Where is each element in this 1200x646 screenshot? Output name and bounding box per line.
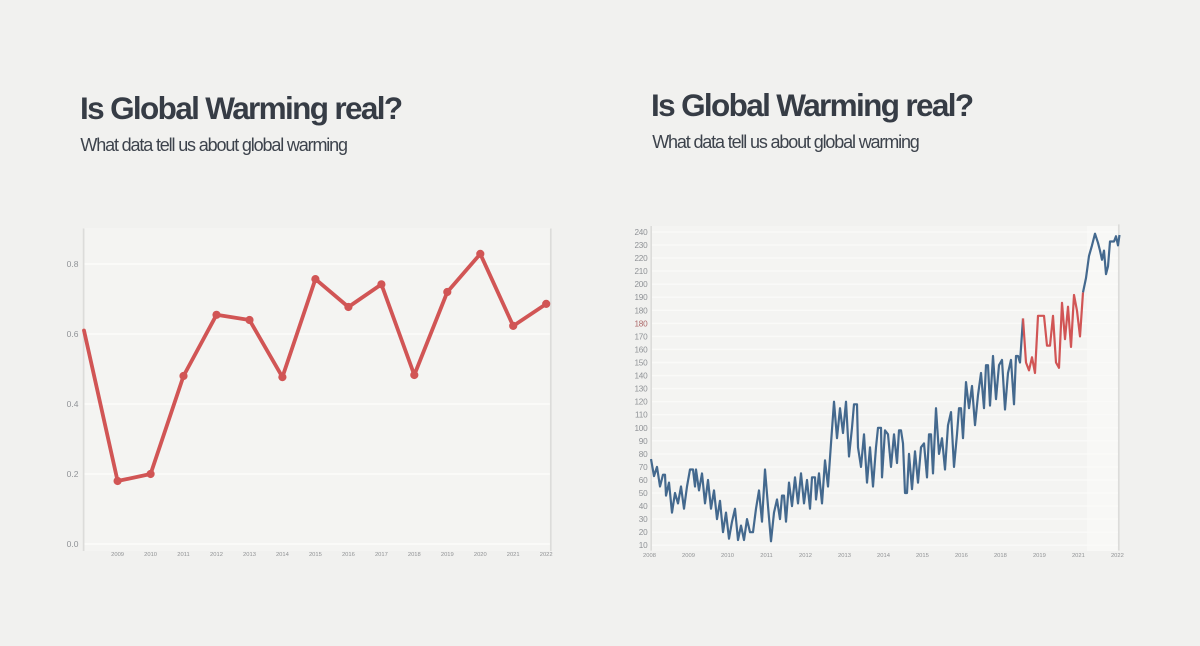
svg-text:2021: 2021	[507, 552, 520, 558]
svg-text:60: 60	[639, 476, 648, 485]
svg-text:2008: 2008	[643, 553, 656, 559]
svg-text:What data tell us about global: What data tell us about global warming	[80, 135, 347, 155]
svg-text:0.6: 0.6	[67, 329, 79, 339]
svg-text:50: 50	[639, 489, 648, 498]
svg-text:2017: 2017	[375, 552, 388, 558]
svg-text:2018: 2018	[994, 553, 1007, 559]
svg-text:0.8: 0.8	[67, 259, 79, 269]
svg-text:180: 180	[634, 306, 648, 315]
svg-text:140: 140	[634, 372, 648, 381]
svg-text:Is Global Warming real?: Is Global Warming real?	[651, 87, 973, 123]
svg-text:2018: 2018	[408, 552, 421, 558]
svg-text:20: 20	[639, 528, 648, 537]
svg-text:What data tell us about global: What data tell us about global warming	[652, 132, 919, 152]
svg-text:230: 230	[634, 241, 648, 250]
svg-text:210: 210	[634, 267, 648, 276]
svg-text:2021: 2021	[1072, 553, 1085, 559]
svg-text:2014: 2014	[276, 552, 290, 558]
svg-text:2012: 2012	[210, 552, 223, 558]
svg-text:170: 170	[634, 332, 648, 341]
svg-text:2011: 2011	[760, 553, 772, 559]
svg-text:2019: 2019	[1033, 553, 1046, 559]
svg-text:2016: 2016	[342, 552, 355, 558]
svg-text:200: 200	[634, 280, 648, 289]
svg-text:Is Global Warming real?: Is Global Warming real?	[80, 90, 402, 126]
svg-text:2019: 2019	[441, 552, 454, 558]
svg-text:2020: 2020	[474, 552, 487, 558]
svg-text:2013: 2013	[243, 552, 256, 558]
svg-text:150: 150	[634, 359, 648, 368]
svg-text:30: 30	[639, 515, 648, 524]
svg-text:110: 110	[635, 411, 648, 420]
svg-text:10: 10	[639, 541, 648, 550]
svg-text:0.4: 0.4	[67, 399, 79, 409]
svg-text:2010: 2010	[721, 553, 734, 559]
svg-text:190: 190	[634, 293, 648, 302]
svg-text:130: 130	[634, 385, 648, 394]
svg-text:2016: 2016	[955, 553, 968, 559]
svg-text:2013: 2013	[838, 553, 851, 559]
svg-text:2009: 2009	[682, 553, 695, 559]
svg-text:2015: 2015	[309, 552, 322, 558]
svg-text:2010: 2010	[144, 552, 157, 558]
svg-text:2011: 2011	[177, 552, 189, 558]
svg-text:2012: 2012	[799, 553, 812, 559]
svg-text:90: 90	[639, 437, 648, 446]
svg-text:0.0: 0.0	[67, 539, 79, 549]
svg-text:160: 160	[634, 345, 648, 354]
svg-text:40: 40	[639, 502, 648, 511]
svg-text:240: 240	[634, 228, 648, 237]
svg-text:220: 220	[634, 254, 648, 263]
svg-text:2009: 2009	[111, 552, 124, 558]
svg-text:180: 180	[634, 319, 648, 328]
svg-text:2015: 2015	[916, 553, 929, 559]
svg-text:2022: 2022	[540, 552, 553, 558]
svg-text:80: 80	[639, 450, 648, 459]
svg-text:2014: 2014	[877, 553, 891, 559]
svg-text:0.2: 0.2	[67, 469, 79, 479]
svg-text:100: 100	[634, 424, 648, 433]
svg-text:2022: 2022	[1111, 553, 1124, 559]
svg-text:120: 120	[634, 398, 648, 407]
svg-text:70: 70	[639, 463, 648, 472]
